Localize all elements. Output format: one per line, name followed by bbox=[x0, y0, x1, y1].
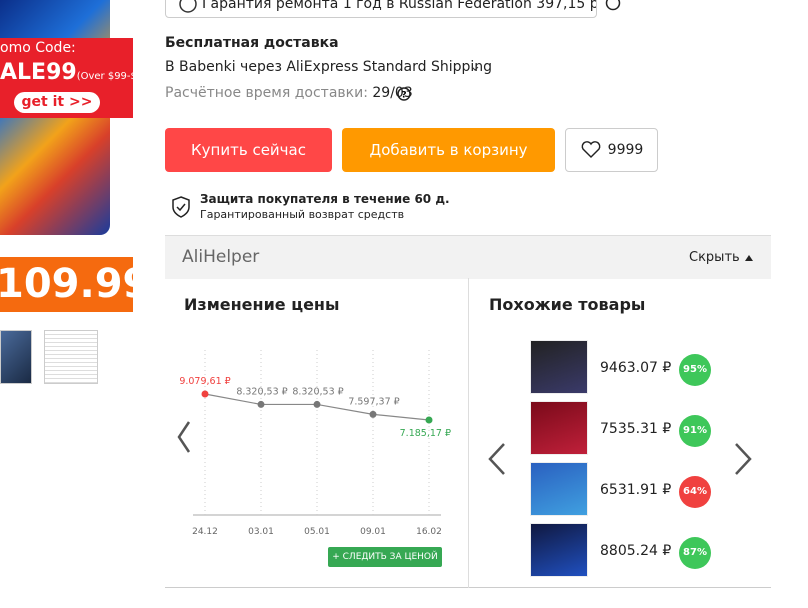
collapse-icon[interactable] bbox=[744, 253, 754, 263]
promo-condition: (Over $99-$4) bbox=[76, 71, 148, 82]
similar-price: 9463.07 ₽ bbox=[600, 360, 672, 376]
next-arrow[interactable] bbox=[735, 443, 752, 475]
value-label: 9.079,61 ₽ bbox=[179, 376, 230, 387]
price-chart: 24.12 03.01 05.01 09.01 16.02 9.079,61 ₽ 8.320… bbox=[177, 350, 451, 537]
carousel-arrows bbox=[488, 443, 752, 475]
match-badge: 64% bbox=[679, 476, 711, 508]
price-point bbox=[257, 400, 265, 408]
track-price-button[interactable]: + СЛЕДИТЬ ЗА ЦЕНОЙ bbox=[328, 547, 442, 567]
dropdown-icon bbox=[471, 66, 479, 71]
value-label: 8.320,53 ₽ bbox=[236, 386, 287, 397]
similar-thumbnail[interactable] bbox=[530, 462, 588, 516]
match-badge: 91% bbox=[679, 415, 711, 447]
shipping-title: Бесплатная доставка bbox=[165, 35, 339, 51]
match-badge: 95% bbox=[679, 354, 711, 386]
protection-title: Защита покупателя в течение 60 д. bbox=[200, 192, 450, 206]
eta-value: 29/03 bbox=[372, 85, 413, 101]
value-label: 7.597,37 ₽ bbox=[348, 396, 399, 407]
warranty-text: Гарантия ремонта 1 год в Russian Federat… bbox=[202, 0, 597, 12]
prev-arrow[interactable] bbox=[177, 421, 191, 453]
add-to-cart-button[interactable]: Добавить в корзину bbox=[342, 128, 555, 172]
shipping-method[interactable]: В Babenki через AliExpress Standard Ship… bbox=[165, 59, 493, 75]
svg-text:?: ? bbox=[401, 91, 406, 101]
price-point bbox=[369, 410, 377, 418]
similar-thumbnail[interactable] bbox=[530, 340, 588, 394]
price-banner: 109.99up bbox=[0, 257, 168, 312]
similar-thumbnail[interactable] bbox=[530, 523, 588, 577]
help-icon[interactable]: ? bbox=[396, 86, 412, 102]
x-tick-label: 03.01 bbox=[248, 527, 274, 537]
helper-header bbox=[165, 235, 771, 279]
prev-arrow[interactable] bbox=[488, 443, 505, 475]
price: 109.99 bbox=[0, 261, 151, 307]
help-icon[interactable] bbox=[604, 0, 622, 12]
match-badge: 87% bbox=[679, 537, 711, 569]
eta: Расчётное время доставки: 29/03 bbox=[165, 85, 413, 101]
promo-button[interactable]: get it >> bbox=[14, 92, 100, 113]
wishlist-button[interactable]: 9999 bbox=[565, 128, 658, 172]
similar-price: 6531.91 ₽ bbox=[600, 482, 672, 498]
divider bbox=[468, 278, 469, 588]
thumbnail[interactable] bbox=[44, 330, 98, 384]
price-point bbox=[313, 400, 321, 408]
similar-price: 7535.31 ₽ bbox=[600, 421, 672, 437]
x-tick-label: 24.12 bbox=[192, 527, 218, 537]
promo-line: omo Code: bbox=[0, 40, 76, 56]
similar-thumbnail[interactable] bbox=[530, 401, 588, 455]
x-tick-label: 05.01 bbox=[304, 527, 330, 537]
wishlist-count: 9999 bbox=[607, 142, 644, 158]
similar-title: Похожие товары bbox=[489, 295, 646, 314]
x-tick-label: 16.02 bbox=[416, 527, 442, 537]
price-history-title: Изменение цены bbox=[184, 295, 340, 314]
protection-subtitle: Гарантированный возврат средств bbox=[200, 208, 405, 221]
x-tick-label: 09.01 bbox=[360, 527, 386, 537]
price-point bbox=[201, 390, 209, 398]
price-suffix: up bbox=[150, 286, 168, 300]
value-label: 7.185,17 ₽ bbox=[400, 428, 451, 439]
wrench-icon bbox=[179, 0, 197, 13]
price-point bbox=[425, 416, 433, 424]
hide-button[interactable]: Скрыть bbox=[689, 250, 740, 265]
promo-code-text: ALE99 bbox=[0, 60, 77, 85]
thumbnail[interactable] bbox=[0, 330, 32, 384]
promo-code: ALE99(Over $99-$4) bbox=[0, 60, 147, 85]
eta-label: Расчётное время доставки: bbox=[165, 85, 368, 101]
helper-brand: AliHelper bbox=[182, 247, 260, 267]
warranty-chip[interactable]: Гарантия ремонта 1 год в Russian Federat… bbox=[165, 0, 597, 18]
value-label: 8.320,53 ₽ bbox=[292, 386, 343, 397]
buy-now-button[interactable]: Купить сейчас bbox=[165, 128, 332, 172]
shield-icon bbox=[172, 196, 190, 218]
heart-icon bbox=[581, 141, 601, 158]
similar-price: 8805.24 ₽ bbox=[600, 543, 672, 559]
